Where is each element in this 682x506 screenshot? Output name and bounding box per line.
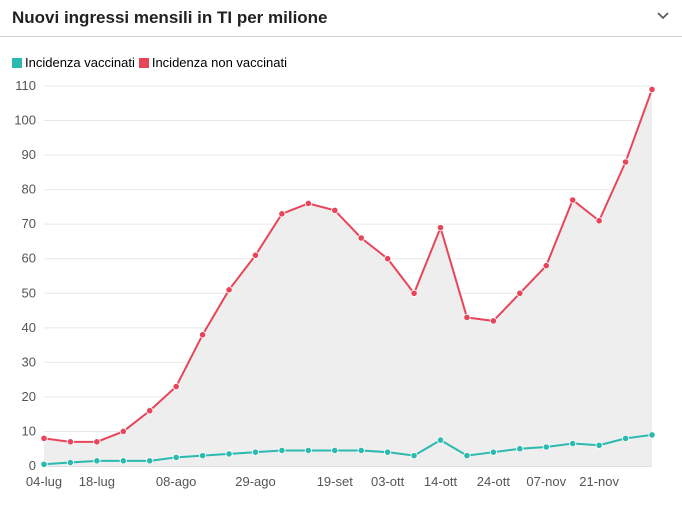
series-marker (252, 449, 258, 455)
series-marker (305, 200, 311, 206)
series-marker (649, 86, 655, 92)
svg-text:20: 20 (22, 389, 36, 404)
svg-text:80: 80 (22, 182, 36, 197)
svg-text:50: 50 (22, 285, 36, 300)
series-marker (649, 432, 655, 438)
svg-text:29-ago: 29-ago (235, 474, 275, 489)
legend-item: Incidenza vaccinati (12, 55, 135, 70)
svg-text:19-set: 19-set (317, 474, 354, 489)
legend-swatch (139, 58, 149, 68)
svg-text:03-ott: 03-ott (371, 474, 405, 489)
series-marker (596, 218, 602, 224)
series-marker (332, 447, 338, 453)
series-marker (490, 449, 496, 455)
svg-text:60: 60 (22, 251, 36, 266)
series-marker (437, 437, 443, 443)
svg-text:07-nov: 07-nov (526, 474, 566, 489)
svg-text:110: 110 (15, 78, 36, 93)
svg-text:04-lug: 04-lug (26, 474, 62, 489)
legend-swatch (12, 58, 22, 68)
svg-text:70: 70 (22, 216, 36, 231)
series-marker (622, 159, 628, 165)
series-marker (305, 447, 311, 453)
series-marker (569, 197, 575, 203)
legend-item: Incidenza non vaccinati (139, 55, 287, 70)
svg-text:21-nov: 21-nov (579, 474, 619, 489)
svg-text:14-ott: 14-ott (424, 474, 458, 489)
svg-text:0: 0 (29, 458, 36, 473)
svg-text:24-ott: 24-ott (477, 474, 511, 489)
legend: Incidenza vaccinati Incidenza non vaccin… (0, 37, 682, 76)
chevron-down-icon[interactable] (656, 9, 670, 28)
series-marker (279, 447, 285, 453)
line-chart: 0 10 20 30 40 50 60 70 80 90 100 110 04-lug 18-lug 08-… (0, 76, 670, 496)
series-marker (517, 446, 523, 452)
series-marker (173, 383, 179, 389)
series-marker (596, 442, 602, 448)
legend-label: Incidenza vaccinati (25, 55, 135, 70)
series-marker (358, 235, 364, 241)
series-marker (543, 262, 549, 268)
series-marker (173, 454, 179, 460)
series-marker (464, 314, 470, 320)
series-marker (226, 287, 232, 293)
svg-text:08-ago: 08-ago (156, 474, 196, 489)
series-marker (411, 290, 417, 296)
series-marker (147, 408, 153, 414)
svg-text:40: 40 (22, 320, 36, 335)
series-marker (67, 439, 73, 445)
svg-text:10: 10 (22, 423, 36, 438)
series-marker (226, 451, 232, 457)
series-marker (437, 224, 443, 230)
series-marker (569, 440, 575, 446)
series-marker (120, 428, 126, 434)
svg-text:18-lug: 18-lug (79, 474, 115, 489)
chart-title: Nuovi ingressi mensili in TI per milione (12, 8, 328, 28)
svg-text:90: 90 (22, 147, 36, 162)
series-marker (517, 290, 523, 296)
series-marker (41, 435, 47, 441)
series-marker (384, 449, 390, 455)
series-marker (279, 211, 285, 217)
series-marker (199, 332, 205, 338)
series-marker (41, 461, 47, 467)
series-marker (94, 458, 100, 464)
series-marker (358, 447, 364, 453)
series-marker (199, 452, 205, 458)
svg-text:30: 30 (22, 354, 36, 369)
series-marker (120, 458, 126, 464)
series-marker (332, 207, 338, 213)
series-marker (622, 435, 628, 441)
svg-text:100: 100 (14, 113, 36, 128)
series-marker (464, 452, 470, 458)
series-marker (411, 452, 417, 458)
series-marker (252, 252, 258, 258)
series-marker (384, 256, 390, 262)
series-marker (490, 318, 496, 324)
series-marker (543, 444, 549, 450)
legend-label: Incidenza non vaccinati (152, 55, 287, 70)
series-marker (147, 458, 153, 464)
series-marker (67, 459, 73, 465)
series-marker (94, 439, 100, 445)
area-fill (44, 89, 652, 466)
